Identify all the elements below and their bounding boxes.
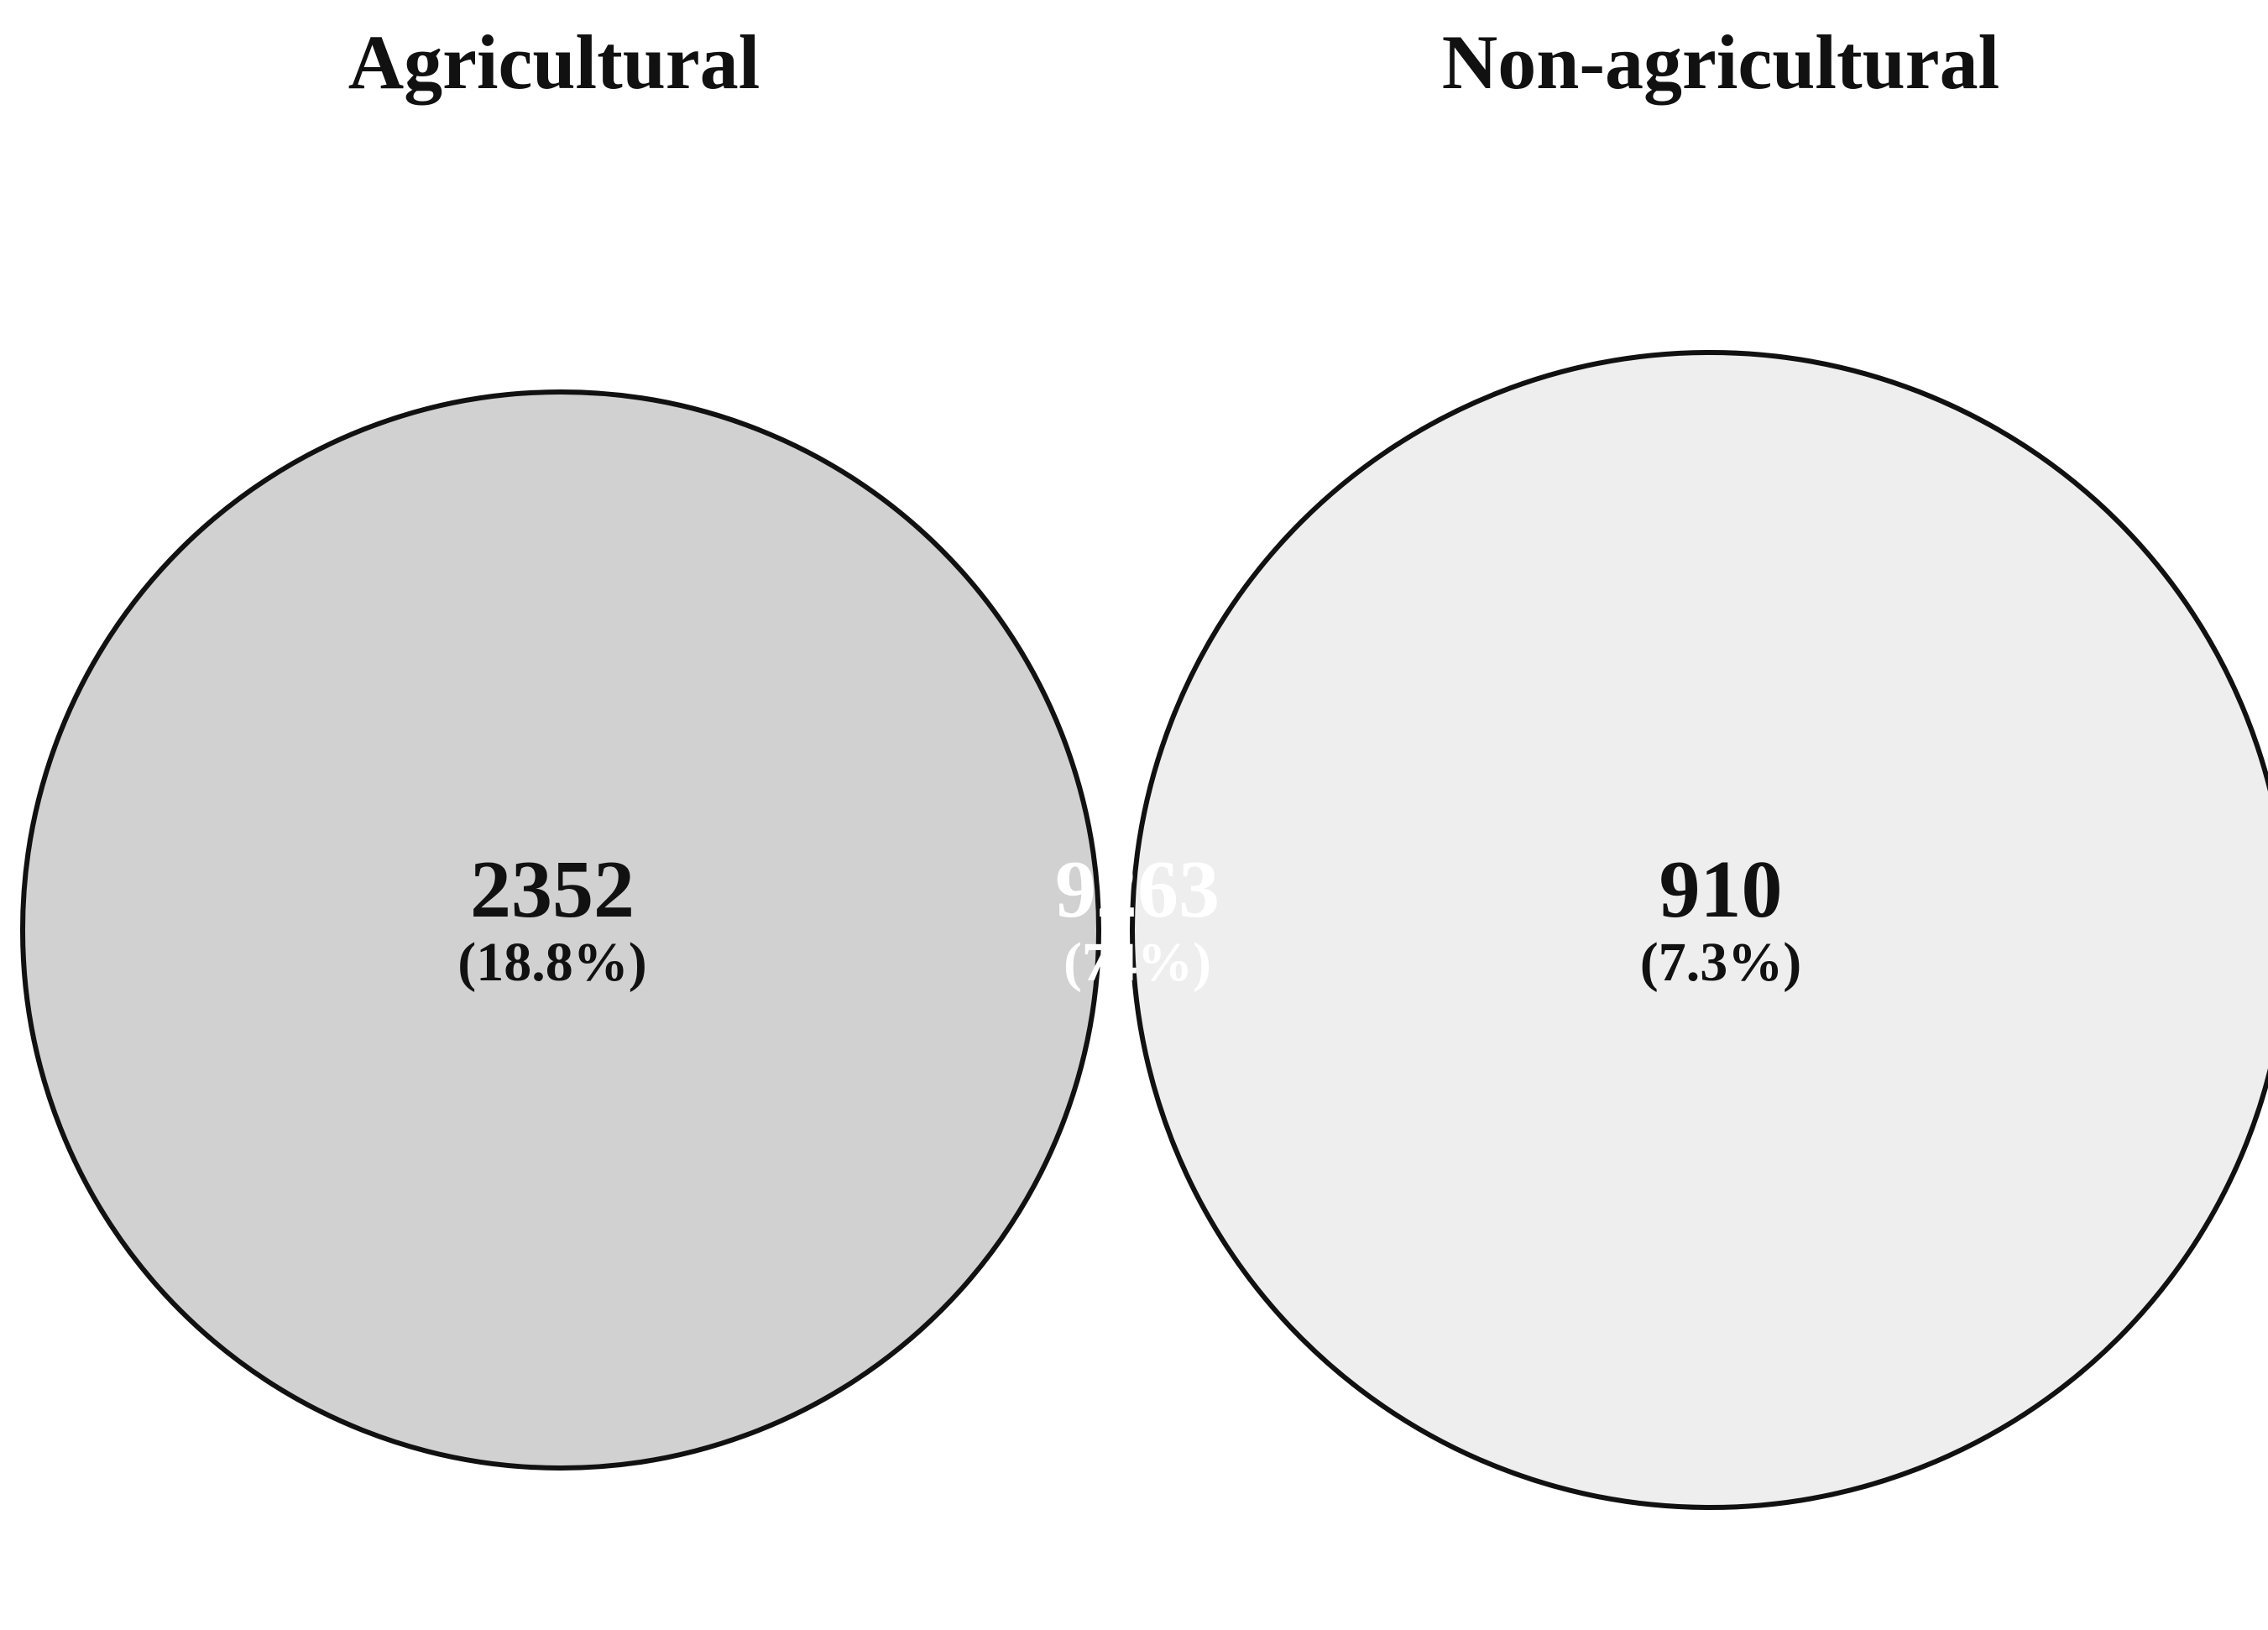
circle-agricultural-outline (20, 389, 1101, 1471)
circle-agricultural (23, 392, 1099, 1468)
region-percent-agricultural-only: (18.8%) (457, 932, 646, 993)
set-title-agricultural: Agricultural (348, 19, 760, 105)
region-count-both: 9263 (1055, 844, 1220, 935)
region-percent-both: (74%) (1063, 932, 1211, 993)
region-percent-non-agricultural-only: (7.3%) (1640, 932, 1801, 993)
circle-non-agricultural-outline (1130, 350, 2268, 1510)
region-count-agricultural-only: 2352 (470, 844, 635, 935)
set-title-non-agricultural: Non-agricultural (1442, 19, 1999, 105)
circle-non-agricultural (1132, 353, 2268, 1507)
region-count-non-agricultural-only: 910 (1659, 844, 1783, 935)
